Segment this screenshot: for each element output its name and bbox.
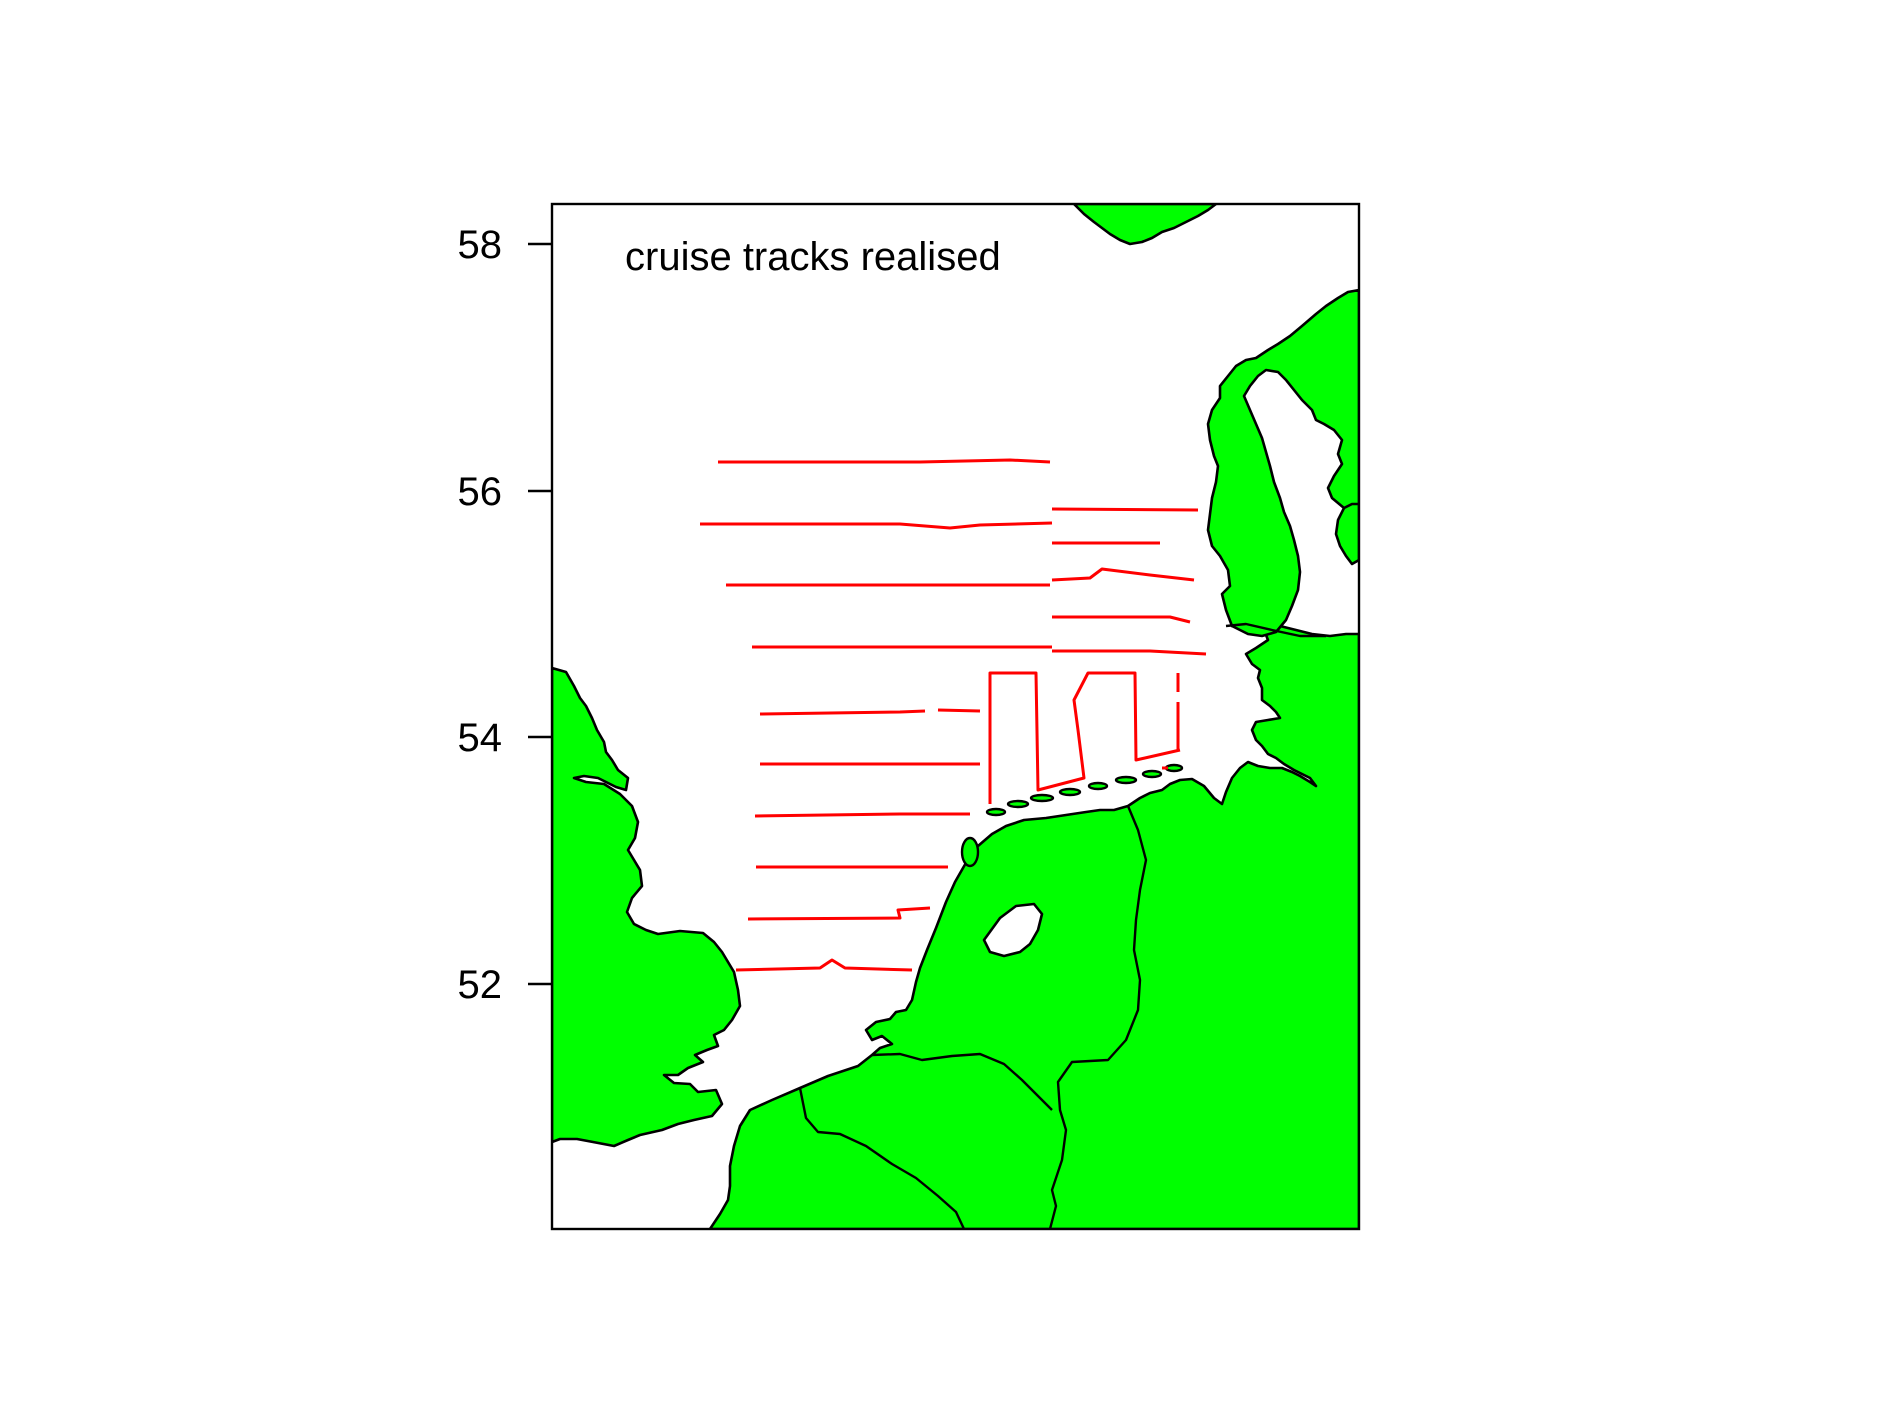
island-texel <box>962 838 978 866</box>
island-8 <box>1166 765 1182 771</box>
island-4 <box>1060 789 1080 795</box>
y-tick-label: 56 <box>458 470 503 514</box>
island-3 <box>1031 795 1053 801</box>
y-tick-label: 58 <box>458 223 503 267</box>
plot-title: cruise tracks realised <box>625 235 1001 279</box>
island-5 <box>1089 783 1107 789</box>
y-tick-label: 52 <box>458 963 503 1007</box>
y-axis: 58 56 54 52 <box>458 223 553 1007</box>
track-west-5b <box>938 710 980 711</box>
y-tick-label: 54 <box>458 716 503 760</box>
island-6 <box>1116 777 1136 783</box>
island-1 <box>987 809 1005 815</box>
track-east-1 <box>1052 509 1198 510</box>
island-7 <box>1143 771 1161 777</box>
island-2 <box>1008 801 1028 807</box>
